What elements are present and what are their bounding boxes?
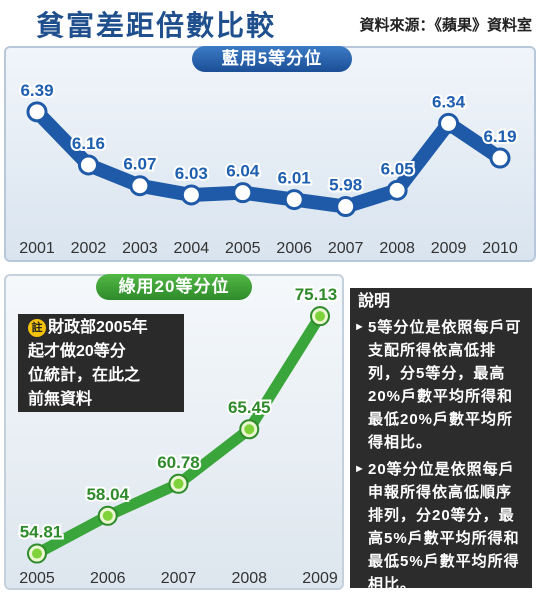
x-tick-label: 2001 <box>19 240 55 257</box>
quintile-chart: 6.39 2001 6.16 2002 6.07 2003 6.03 2004 6.04 2005… <box>18 79 518 257</box>
twenty-chart: 54.81 2005 58.04 2006 60.78 2007 65.45 2008 75.1… <box>18 283 340 587</box>
data-label: 75.13 <box>295 285 338 304</box>
data-point <box>180 184 202 206</box>
x-tick-label: 2005 <box>225 240 261 257</box>
data-label: 6.19 <box>483 127 516 146</box>
data-point-core <box>173 478 184 489</box>
explanation-item: ► 20等分位是依照每戶申報所得依高低順序排列，分20等分，最高5%戶數平均所得… <box>350 458 532 596</box>
explanation-panel: 說明 ► 5等分位是依照每戶可支配所得依高低排列，分5等分，最高20%戶數平均所… <box>350 288 532 593</box>
data-label: 6.39 <box>20 81 53 100</box>
x-tick-label: 2004 <box>174 240 210 257</box>
note-badge: 註 <box>28 319 46 337</box>
quintile-series-label: 藍用5等分位 <box>192 46 352 72</box>
x-tick-label: 2008 <box>231 570 267 587</box>
x-tick-label: 2007 <box>161 570 197 587</box>
data-label: 60.78 <box>157 453 200 472</box>
series-line <box>30 104 507 214</box>
quintile-panel <box>4 46 536 262</box>
x-tick-label: 2009 <box>302 570 338 587</box>
data-label: 54.81 <box>20 523 63 542</box>
explanation-item: ► 5等分位是依照每戶可支配所得依高低排列，分5等分，最高20%戶數平均所得和最… <box>350 316 532 454</box>
data-source: 資料來源：《蘋果》資料室 <box>359 17 532 34</box>
x-tick-label: 2006 <box>276 240 312 257</box>
x-tick-label: 2003 <box>122 240 158 257</box>
data-label: 58.04 <box>86 485 129 504</box>
data-point <box>283 189 305 211</box>
data-label: 6.16 <box>72 134 105 153</box>
note-line: 起才做20等分 <box>28 343 126 360</box>
data-label: 6.03 <box>175 164 208 183</box>
note-line: 位統計，在此之 <box>28 367 141 384</box>
data-point <box>438 112 460 134</box>
explanation-title: 說明 <box>358 293 391 310</box>
data-label: 6.01 <box>278 169 311 188</box>
data-point <box>232 182 254 204</box>
x-tick-label: 2007 <box>328 240 364 257</box>
data-point-core <box>102 510 113 521</box>
data-point <box>129 175 151 197</box>
x-tick-label: 2006 <box>90 570 126 587</box>
data-label: 6.07 <box>123 155 156 174</box>
twenty-series-label: 綠用20等分位 <box>96 274 252 300</box>
explanation-text: 20等分位是依照每戶申報所得依高低順序排列，分20等分，最高5%戶數平均所得和最… <box>368 461 520 593</box>
data-label: 6.04 <box>226 162 260 181</box>
data-point <box>386 179 408 201</box>
data-point <box>489 147 511 169</box>
note-line: 財政部2005年 <box>48 319 148 336</box>
x-tick-label: 2002 <box>71 240 107 257</box>
arrow-icon: ► <box>354 463 366 475</box>
data-point <box>335 196 357 218</box>
x-tick-label: 2010 <box>482 240 518 257</box>
arrow-icon: ► <box>354 321 366 333</box>
data-label: 6.34 <box>432 92 466 111</box>
chart-title: 貧富差距倍數比較 <box>36 10 277 41</box>
data-point-core <box>244 424 255 435</box>
data-label: 5.98 <box>329 176 362 195</box>
data-label: 6.05 <box>381 159 414 178</box>
explanation-text: 5等分位是依照每戶可支配所得依高低排列，分5等分，最高20%戶數平均所得和最低2… <box>368 319 522 451</box>
data-label: 65.45 <box>228 398 271 417</box>
x-tick-label: 2005 <box>19 570 55 587</box>
x-tick-label: 2008 <box>379 240 415 257</box>
data-point <box>77 154 99 176</box>
data-point <box>26 101 48 123</box>
note-line: 前無資料 <box>28 391 93 408</box>
data-point-core <box>315 311 325 322</box>
x-tick-label: 2009 <box>431 240 467 257</box>
footnote-box: 註財政部2005年 起才做20等分 位統計，在此之 前無資料 <box>18 314 184 412</box>
data-point-core <box>32 548 42 559</box>
